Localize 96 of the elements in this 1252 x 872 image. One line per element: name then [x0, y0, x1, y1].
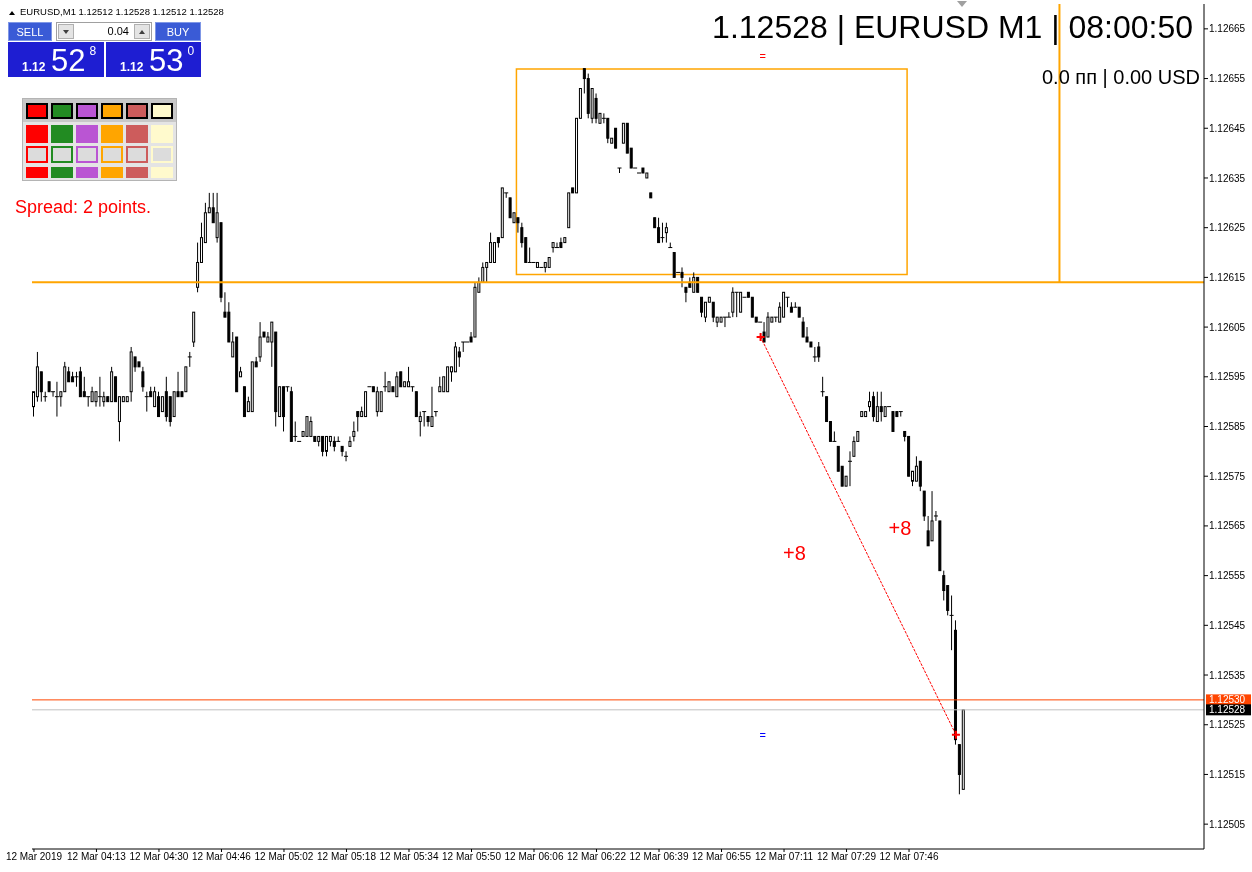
y-tick-label: 1.12505: [1209, 818, 1246, 830]
candlestick: [42, 391, 48, 403]
sell-price-panel: 1.12 52$^{8}$: [8, 42, 104, 77]
candlestick: [460, 341, 466, 353]
y-tick-label: 1.12605: [1209, 321, 1246, 333]
x-tick-label: 12 Mar 07:29: [817, 851, 877, 863]
candlestick: [875, 391, 879, 423]
annotation: 1.12: [120, 60, 144, 74]
ref-line-label: 1.12528: [1209, 704, 1246, 716]
y-tick-label: 1.12535: [1209, 669, 1246, 681]
x-tick-label: 12 Mar 04:13: [66, 851, 127, 863]
y-tick-label: 1.12665: [1209, 23, 1246, 35]
ref-line-label: 1.12530: [1209, 694, 1246, 706]
candlestick: [395, 371, 399, 398]
candlestick: [664, 222, 668, 244]
y-tick-label: 1.12575: [1209, 470, 1246, 482]
x-tick-label: 12 Mar 07:11: [754, 851, 814, 863]
candlestick: [426, 416, 430, 427]
y-tick-label: 1.12555: [1209, 570, 1246, 582]
y-tick-label: 1.12625: [1209, 222, 1246, 234]
y-tick-label: 1.12645: [1209, 122, 1246, 134]
candlestick: [820, 376, 826, 398]
y-tick-label: 1.12515: [1209, 768, 1246, 780]
candlestick: [305, 416, 309, 437]
candlestick: [606, 117, 610, 144]
candlestick: [700, 296, 704, 318]
y-tick-label: 1.12585: [1209, 421, 1246, 433]
candlestick: [348, 435, 352, 447]
candlestick: [356, 411, 360, 432]
candlestick: [659, 222, 665, 244]
candlestick: [879, 391, 883, 423]
chart-title: 1.12528 | EURUSD M1 | 08:00:50: [712, 9, 1193, 45]
candlestick: [430, 386, 434, 427]
annotation: 53$^{0}$: [149, 43, 195, 78]
candlestick: [614, 127, 618, 149]
annotation: 52$^{8}$: [51, 43, 97, 78]
x-tick-label: 12 Mar 05:18: [317, 851, 377, 863]
candlestick: [551, 242, 555, 254]
candlestick: [871, 391, 875, 423]
candlestick: [734, 291, 740, 318]
x-tick-label: 12 Mar 06:06: [504, 851, 564, 863]
candlestick: [711, 301, 715, 323]
x-tick-label: 12 Mar 05:34: [379, 851, 439, 863]
candlestick: [731, 286, 735, 318]
x-tick-label: 12 Mar 2019: [5, 851, 63, 863]
candlestick: [375, 386, 379, 418]
candlestick: [554, 242, 560, 249]
x-tick-label: 12 Mar 07:46: [879, 851, 939, 863]
candlestick: [352, 421, 356, 442]
annotation: +8: [888, 517, 912, 539]
x-tick-label: 12 Mar 04:46: [192, 851, 252, 863]
x-tick-label: 12 Mar 05:02: [254, 851, 314, 863]
candlestick: [508, 197, 512, 219]
sell-button: SELL: [8, 22, 52, 41]
annotation: 1.12: [22, 60, 46, 74]
candlestick: [868, 391, 872, 413]
candlestick: [343, 450, 349, 462]
candlestick: [144, 391, 150, 413]
y-tick-label: 1.12655: [1209, 73, 1246, 85]
candlestick: [684, 286, 688, 303]
annotation: 0.04: [107, 25, 129, 38]
annotation: =: [759, 50, 766, 62]
annotation: Spread: 2 points.: [15, 197, 152, 217]
candlestick: [739, 291, 743, 313]
x-tick-label: 12 Mar 06:39: [629, 851, 689, 863]
candlestick: [594, 92, 598, 124]
candlestick: [703, 301, 707, 323]
y-tick-label: 1.12635: [1209, 172, 1246, 184]
x-tick-label: 12 Mar 05:50: [442, 851, 502, 863]
x-tick-label: 12 Mar 06:55: [692, 851, 752, 863]
y-tick-label: 1.12525: [1209, 719, 1246, 731]
y-tick-label: 1.12615: [1209, 271, 1246, 283]
annotation: BUY: [166, 25, 190, 38]
annotation: SELL: [16, 25, 44, 38]
number-field: 0.04: [56, 22, 152, 41]
candlestick: [817, 341, 821, 363]
candlestick: [949, 595, 955, 651]
annotation: =: [759, 729, 766, 741]
candlestick: [321, 435, 325, 457]
annotation: +8: [783, 542, 806, 564]
x-tick-label: 12 Mar 06:22: [567, 851, 627, 863]
x-tick-label: 12 Mar 04:30: [129, 851, 189, 863]
candlestick: [680, 266, 684, 288]
candlestick: [457, 346, 461, 368]
y-tick-label: 1.12565: [1209, 520, 1246, 532]
candlestick: [891, 411, 895, 432]
annotation: EURUSD,M1 1.12512 1.12528 1.12512 1.12528: [20, 5, 224, 19]
buy-price-panel: 1.12 53$^{0}$: [106, 42, 201, 77]
y-tick-label: 1.12545: [1209, 619, 1246, 631]
candlestick: [407, 366, 411, 388]
buy-button: BUY: [155, 22, 201, 41]
candlestick: [657, 217, 661, 244]
candlestick: [421, 411, 427, 427]
y-tick-label: 1.12595: [1209, 371, 1246, 383]
candlestick: [325, 435, 328, 457]
candlestick: [930, 490, 934, 542]
